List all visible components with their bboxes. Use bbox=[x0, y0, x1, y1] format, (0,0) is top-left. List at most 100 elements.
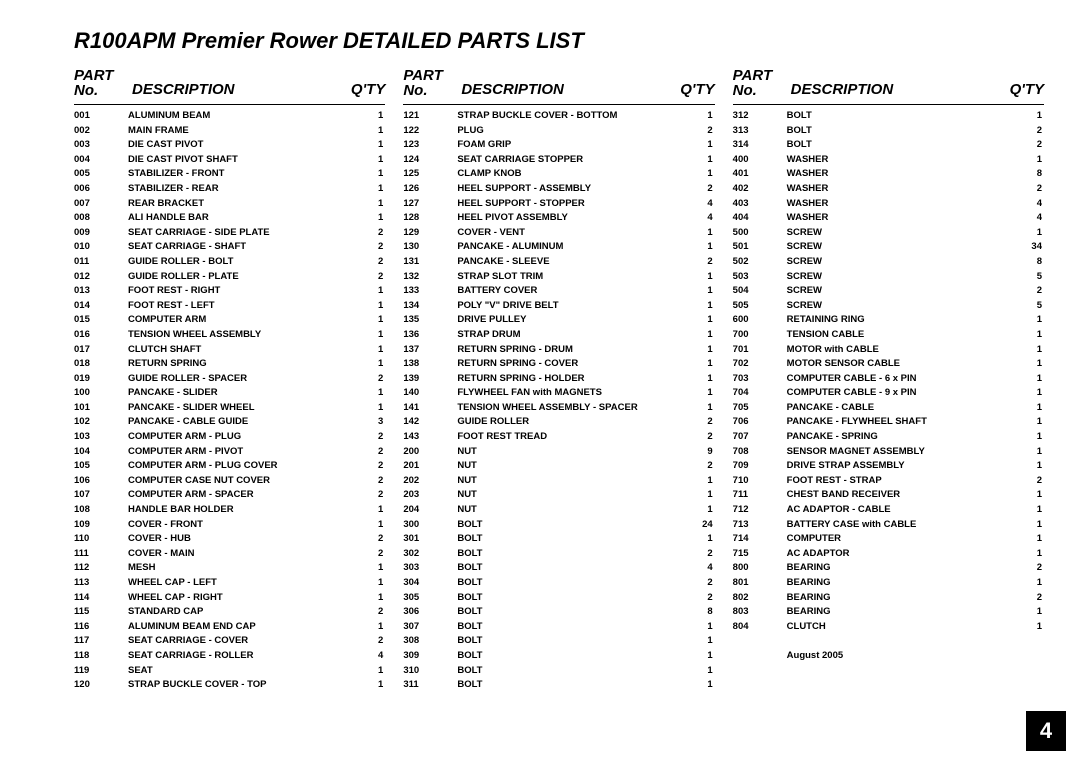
part-no: 304 bbox=[403, 576, 457, 591]
table-row: 500SCREW1 bbox=[733, 226, 1044, 241]
part-desc: PANCAKE - SPRING bbox=[787, 430, 1014, 445]
table-row: 128HEEL PIVOT ASSEMBLY4 bbox=[403, 211, 714, 226]
part-qty: 1 bbox=[355, 299, 385, 314]
part-no: 128 bbox=[403, 211, 457, 226]
part-no: 113 bbox=[74, 576, 128, 591]
part-qty: 1 bbox=[685, 678, 715, 693]
part-no: 136 bbox=[403, 328, 457, 343]
part-no: 101 bbox=[74, 401, 128, 416]
part-desc: BOLT bbox=[457, 561, 684, 576]
part-desc: REAR BRACKET bbox=[128, 197, 355, 212]
part-desc: RETURN SPRING - HOLDER bbox=[457, 372, 684, 387]
part-desc: BEARING bbox=[787, 591, 1014, 606]
part-desc: MOTOR SENSOR CABLE bbox=[787, 357, 1014, 372]
table-row: 109COVER - FRONT1 bbox=[74, 518, 385, 533]
part-desc: MESH bbox=[128, 561, 355, 576]
part-desc: COMPUTER bbox=[787, 532, 1014, 547]
part-qty: 1 bbox=[355, 591, 385, 606]
table-row: 121STRAP BUCKLE COVER - BOTTOM1 bbox=[403, 109, 714, 124]
part-no: 138 bbox=[403, 357, 457, 372]
part-no: 301 bbox=[403, 532, 457, 547]
part-qty: 1 bbox=[1014, 226, 1044, 241]
part-qty: 1 bbox=[685, 299, 715, 314]
column-3: PARTNo. DESCRIPTION Q'TY 312BOLT1313BOLT… bbox=[733, 64, 1044, 693]
table-row: 017CLUTCH SHAFT1 bbox=[74, 343, 385, 358]
part-no: 600 bbox=[733, 313, 787, 328]
part-qty: 1 bbox=[355, 109, 385, 124]
part-no: 110 bbox=[74, 532, 128, 547]
header-desc: DESCRIPTION bbox=[457, 81, 670, 98]
part-no: 500 bbox=[733, 226, 787, 241]
table-row: 800BEARING2 bbox=[733, 561, 1044, 576]
part-no: 715 bbox=[733, 547, 787, 562]
part-desc: HANDLE BAR HOLDER bbox=[128, 503, 355, 518]
part-desc: GUIDE ROLLER - BOLT bbox=[128, 255, 355, 270]
part-no: 802 bbox=[733, 591, 787, 606]
part-qty: 2 bbox=[685, 576, 715, 591]
part-no: 124 bbox=[403, 153, 457, 168]
part-no: 202 bbox=[403, 474, 457, 489]
part-desc: POLY "V" DRIVE BELT bbox=[457, 299, 684, 314]
part-qty: 1 bbox=[685, 313, 715, 328]
part-no: 401 bbox=[733, 167, 787, 182]
part-no: 139 bbox=[403, 372, 457, 387]
table-row: 008ALI HANDLE BAR1 bbox=[74, 211, 385, 226]
part-no: 803 bbox=[733, 605, 787, 620]
table-row: 133BATTERY COVER1 bbox=[403, 284, 714, 299]
part-desc: PANCAKE - SLIDER bbox=[128, 386, 355, 401]
part-qty: 3 bbox=[355, 415, 385, 430]
part-desc: FOOT REST TREAD bbox=[457, 430, 684, 445]
part-qty: 2 bbox=[1014, 138, 1044, 153]
table-row: 004DIE CAST PIVOT SHAFT1 bbox=[74, 153, 385, 168]
table-row: 014FOOT REST - LEFT1 bbox=[74, 299, 385, 314]
part-qty: 1 bbox=[1014, 372, 1044, 387]
part-qty: 5 bbox=[1014, 299, 1044, 314]
table-row: 011GUIDE ROLLER - BOLT2 bbox=[74, 255, 385, 270]
header-part-2: No. bbox=[733, 82, 757, 99]
part-qty: 1 bbox=[685, 138, 715, 153]
part-qty: 1 bbox=[355, 197, 385, 212]
table-row: 006STABILIZER - REAR1 bbox=[74, 182, 385, 197]
part-no: 714 bbox=[733, 532, 787, 547]
part-desc: SEAT CARRIAGE - ROLLER bbox=[128, 649, 355, 664]
part-no: 710 bbox=[733, 474, 787, 489]
part-no: 505 bbox=[733, 299, 787, 314]
part-no: 016 bbox=[74, 328, 128, 343]
part-desc: ALI HANDLE BAR bbox=[128, 211, 355, 226]
table-row: 711CHEST BAND RECEIVER1 bbox=[733, 488, 1044, 503]
part-desc: NUT bbox=[457, 445, 684, 460]
header-part-2: No. bbox=[403, 82, 427, 99]
part-no: 112 bbox=[74, 561, 128, 576]
part-qty: 8 bbox=[685, 605, 715, 620]
part-no: 400 bbox=[733, 153, 787, 168]
part-no: 003 bbox=[74, 138, 128, 153]
table-row: 707PANCAKE - SPRING1 bbox=[733, 430, 1044, 445]
part-desc: COMPUTER ARM - SPACER bbox=[128, 488, 355, 503]
part-no: 013 bbox=[74, 284, 128, 299]
part-desc: BOLT bbox=[787, 138, 1014, 153]
table-row: 136STRAP DRUM1 bbox=[403, 328, 714, 343]
table-row: 118SEAT CARRIAGE - ROLLER4 bbox=[74, 649, 385, 664]
part-qty: 1 bbox=[355, 503, 385, 518]
part-no: 126 bbox=[403, 182, 457, 197]
table-row: 130PANCAKE - ALUMINUM1 bbox=[403, 240, 714, 255]
part-qty: 34 bbox=[1014, 240, 1044, 255]
part-no: 200 bbox=[403, 445, 457, 460]
table-row: 300BOLT24 bbox=[403, 518, 714, 533]
part-desc: BOLT bbox=[457, 649, 684, 664]
table-row: 314BOLT2 bbox=[733, 138, 1044, 153]
part-no: 125 bbox=[403, 167, 457, 182]
part-desc: ALUMINUM BEAM END CAP bbox=[128, 620, 355, 635]
part-no: 106 bbox=[74, 474, 128, 489]
page-number: 4 bbox=[1026, 711, 1066, 751]
table-row: 400WASHER1 bbox=[733, 153, 1044, 168]
part-desc: STANDARD CAP bbox=[128, 605, 355, 620]
part-desc: COMPUTER CASE NUT COVER bbox=[128, 474, 355, 489]
part-qty: 1 bbox=[355, 153, 385, 168]
part-qty: 4 bbox=[1014, 211, 1044, 226]
table-row: 502SCREW8 bbox=[733, 255, 1044, 270]
part-no: 708 bbox=[733, 445, 787, 460]
part-no: 204 bbox=[403, 503, 457, 518]
part-qty: 1 bbox=[1014, 445, 1044, 460]
part-desc: STRAP SLOT TRIM bbox=[457, 270, 684, 285]
